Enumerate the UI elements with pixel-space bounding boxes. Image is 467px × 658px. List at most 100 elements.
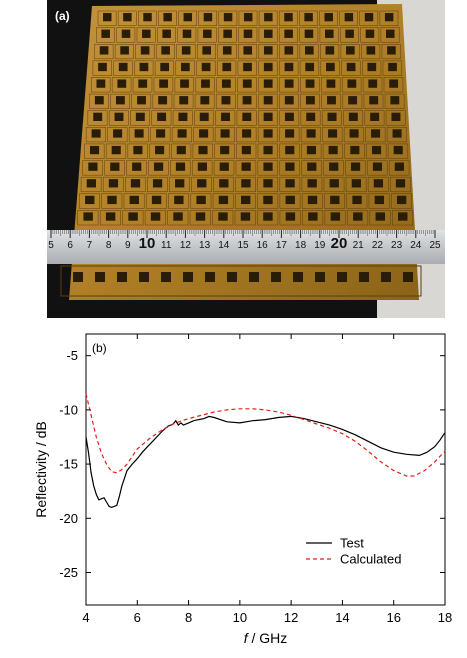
unit-cell-border xyxy=(236,127,257,143)
unit-cell-border xyxy=(96,27,115,43)
unit-cell-pattern xyxy=(86,179,96,188)
unit-cell-pattern xyxy=(371,129,381,138)
unit-cell-pattern xyxy=(107,195,117,205)
unit-cell-pattern xyxy=(134,129,144,138)
unit-cell-pattern xyxy=(307,162,317,171)
unit-cell-pattern xyxy=(220,129,230,138)
unit-cell-border xyxy=(189,210,211,226)
unit-cell-pattern xyxy=(181,46,191,55)
unit-cell-border xyxy=(344,143,365,159)
unit-cell-border xyxy=(122,210,144,226)
unit-cell-border xyxy=(236,110,257,126)
unit-cell-pattern xyxy=(152,179,163,188)
ruler-number: 6 xyxy=(67,240,73,251)
unit-cell-pattern xyxy=(242,96,252,105)
unit-cell-border xyxy=(279,93,299,109)
unit-cell-border xyxy=(87,110,108,126)
unit-cell-pattern xyxy=(182,29,192,38)
unit-cell-border xyxy=(89,93,109,109)
unit-cell-border xyxy=(151,110,172,126)
unit-cell-pattern xyxy=(326,79,336,88)
unit-cell-border xyxy=(131,93,152,109)
ruler-number: 21 xyxy=(353,240,365,251)
unit-cell-border xyxy=(236,143,257,159)
unit-cell-pattern xyxy=(325,46,335,55)
unit-cell-pattern xyxy=(138,79,148,88)
unit-cell-border xyxy=(198,10,218,26)
unit-cell-border xyxy=(279,60,299,76)
unit-cell-border xyxy=(196,43,217,60)
unit-cell-border xyxy=(301,160,322,176)
unit-cell-border xyxy=(369,210,391,226)
unit-cell-pattern xyxy=(393,145,403,155)
plot-frame xyxy=(85,333,446,606)
unit-cell-border xyxy=(257,143,278,159)
unit-cell-pattern xyxy=(98,62,107,72)
unit-cell-border xyxy=(345,176,367,193)
unit-cell-border xyxy=(197,27,217,43)
unit-cell-pattern xyxy=(99,46,109,55)
unit-cell-pattern xyxy=(263,46,273,55)
axis-ticks: 4 6 8 10 12 14 16 18 -5 -10 -15 -20 -25 xyxy=(59,334,452,625)
unit-cell-pattern xyxy=(195,212,206,221)
unit-cell-pattern xyxy=(219,162,229,171)
ruler-number: 11 xyxy=(161,240,172,251)
unit-cell-pattern xyxy=(285,179,295,188)
unit-cell-pattern xyxy=(325,29,334,38)
unit-cell-pattern xyxy=(243,13,253,22)
unit-cell-pattern xyxy=(284,46,294,55)
unit-cell-pattern xyxy=(293,272,303,282)
unit-cell-pattern xyxy=(91,129,101,138)
unit-cell-pattern xyxy=(398,212,408,221)
unit-cell-border xyxy=(168,193,190,209)
unit-cell-pattern xyxy=(349,129,359,138)
unit-cell-border xyxy=(257,193,279,209)
unit-cell-border xyxy=(386,127,407,143)
unit-cell-border xyxy=(300,77,320,93)
unit-cell-pattern xyxy=(221,112,230,121)
unit-cell-pattern xyxy=(222,46,232,55)
unit-cell-border xyxy=(320,60,340,76)
unit-cell-pattern xyxy=(240,212,251,221)
unit-cell-pattern xyxy=(396,195,407,205)
unit-cell-pattern xyxy=(305,96,315,105)
unit-cell-border xyxy=(216,77,236,93)
ruler-number: 12 xyxy=(180,240,192,251)
unit-cell-pattern xyxy=(324,13,333,22)
unit-cell-pattern xyxy=(196,195,206,205)
unit-cell-border xyxy=(362,60,382,76)
unit-cell-border xyxy=(237,60,257,76)
unit-cell-border xyxy=(216,60,237,76)
unit-cell-border xyxy=(99,210,121,226)
unit-cell-pattern xyxy=(241,179,251,188)
unit-cell-border xyxy=(153,77,174,93)
chart-panel-label: (b) xyxy=(92,341,107,355)
series-line-test xyxy=(85,415,446,509)
unit-cell-border xyxy=(130,110,151,126)
unit-cell-pattern xyxy=(163,13,172,22)
ruler-number: 16 xyxy=(257,240,269,251)
unit-cell-pattern xyxy=(174,195,184,205)
unit-cell-border xyxy=(113,60,133,76)
x-tick-label: 12 xyxy=(284,610,298,625)
unit-cell-border xyxy=(144,210,166,226)
unit-cell-pattern xyxy=(200,96,210,105)
unit-cell-pattern xyxy=(264,13,273,22)
unit-cell-pattern xyxy=(350,162,361,171)
unit-cell-border xyxy=(257,127,278,143)
unit-cell-pattern xyxy=(263,162,273,171)
unit-cell-pattern xyxy=(150,212,161,221)
unit-cell-border xyxy=(235,193,256,209)
unit-cell-border xyxy=(346,193,368,209)
unit-cell-border xyxy=(235,160,257,176)
unit-cell-border xyxy=(94,43,114,60)
unit-cell-pattern xyxy=(370,112,380,121)
unit-cell-pattern xyxy=(391,112,401,121)
unit-cell-border xyxy=(384,93,405,109)
unit-cell-pattern xyxy=(364,13,374,22)
board-lower-edge xyxy=(60,265,422,297)
unit-cell-pattern xyxy=(304,29,314,38)
unit-cell-pattern xyxy=(365,29,375,38)
unit-cell-pattern xyxy=(88,162,98,171)
unit-cell-pattern xyxy=(128,212,138,221)
